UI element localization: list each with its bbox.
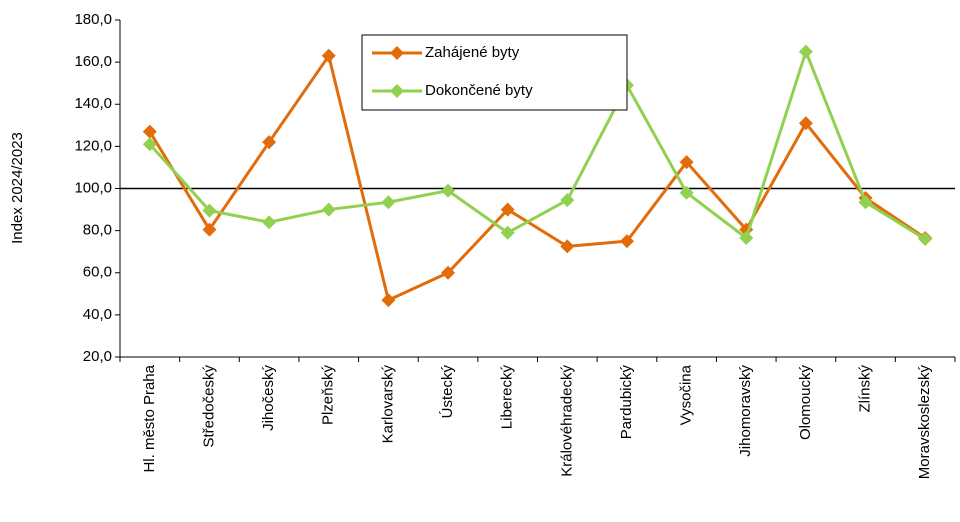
legend-box <box>361 34 628 111</box>
y-tick-label: 100,0 <box>74 179 112 196</box>
y-tick-label: 80,0 <box>83 222 112 239</box>
x-tick-label: Jihočeský <box>260 365 277 431</box>
data-point <box>262 215 277 230</box>
y-axis-label: Index 2024/2023 <box>9 132 26 244</box>
data-point <box>142 137 157 152</box>
x-tick-label: Středočeský <box>200 365 217 448</box>
legend-label: Zahájené byty <box>425 44 520 61</box>
data-point <box>441 183 456 198</box>
data-point <box>798 44 813 59</box>
y-tick-label: 160,0 <box>74 53 112 70</box>
x-tick-label: Pardubický <box>618 365 635 440</box>
x-tick-label: Královéhradecký <box>558 365 575 477</box>
x-tick-label: Plzeňský <box>320 365 337 426</box>
data-point <box>858 195 873 210</box>
x-tick-label: Liberecký <box>499 365 516 430</box>
data-point <box>441 265 456 280</box>
y-tick-label: 20,0 <box>83 348 112 365</box>
data-point <box>679 185 694 200</box>
data-point <box>500 225 515 240</box>
legend-marker <box>390 84 404 98</box>
y-tick-label: 40,0 <box>83 306 112 323</box>
data-point <box>918 232 933 247</box>
legend-label: Dokončené byty <box>425 82 533 99</box>
y-tick-label: 120,0 <box>74 137 112 154</box>
data-point <box>679 155 694 170</box>
data-point <box>202 222 217 237</box>
data-point <box>142 124 157 139</box>
x-tick-label: Jihomoravský <box>737 365 754 457</box>
x-tick-label: Karlovarský <box>379 365 396 444</box>
data-point <box>619 234 634 249</box>
data-point <box>321 202 336 217</box>
data-point <box>381 195 396 210</box>
data-point <box>262 135 277 150</box>
legend-marker <box>390 46 404 60</box>
series-line <box>148 50 926 241</box>
y-tick-label: 140,0 <box>74 95 112 112</box>
x-tick-label: Olomoucký <box>797 365 814 441</box>
data-point <box>798 116 813 131</box>
x-tick-label: Moravskoslezský <box>916 365 933 480</box>
data-point <box>560 193 575 208</box>
data-point <box>321 48 336 63</box>
data-point <box>202 203 217 218</box>
x-tick-label: Ústecký <box>439 365 456 419</box>
data-point <box>381 293 396 308</box>
data-point <box>560 239 575 254</box>
x-tick-label: Zlínský <box>857 365 874 413</box>
y-tick-label: 180,0 <box>74 11 112 28</box>
data-point <box>500 202 515 217</box>
y-tick-label: 60,0 <box>83 264 112 281</box>
series-line <box>148 54 927 302</box>
data-point <box>739 230 754 245</box>
x-tick-label: Hl. město Praha <box>141 364 158 472</box>
x-tick-label: Vysočina <box>678 364 695 425</box>
